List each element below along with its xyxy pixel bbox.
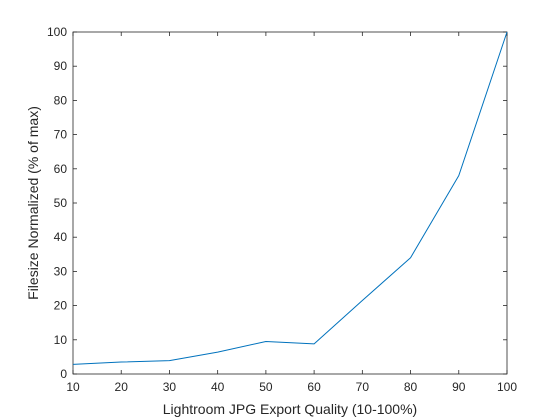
y-tick-label: 20 — [54, 299, 68, 313]
y-tick-label: 30 — [54, 264, 68, 278]
y-tick-label: 40 — [54, 230, 68, 244]
x-tick-label: 20 — [115, 380, 129, 394]
y-tick-label: 70 — [54, 128, 68, 142]
y-tick-label: 100 — [47, 25, 67, 39]
y-tick-label: 50 — [54, 196, 68, 210]
x-tick-label: 40 — [211, 380, 225, 394]
x-tick-label: 90 — [452, 380, 466, 394]
x-tick-label: 60 — [307, 380, 321, 394]
x-tick-label: 80 — [404, 380, 418, 394]
y-tick-label: 80 — [54, 93, 68, 107]
plot-layer: 10 20 30 40 50 60 70 80 90 1000102030405060708090… — [47, 25, 517, 394]
y-tick-label: 0 — [60, 367, 67, 381]
y-axis-title: Filesize Normalized (% of max) — [25, 106, 41, 300]
y-tick-label: 60 — [54, 162, 68, 176]
y-tick-label: 10 — [54, 333, 68, 347]
x-tick-label: 100 — [497, 380, 517, 394]
x-axis-title: Lightroom JPG Export Quality (10-100%) — [163, 401, 417, 417]
x-tick-label: 10 — [66, 380, 80, 394]
x-tick-label: 30 — [163, 380, 177, 394]
x-tick-label: 70 — [356, 380, 370, 394]
x-tick-label: 50 — [259, 380, 273, 394]
y-tick-label: 90 — [54, 59, 68, 73]
series-line — [72, 31, 508, 365]
